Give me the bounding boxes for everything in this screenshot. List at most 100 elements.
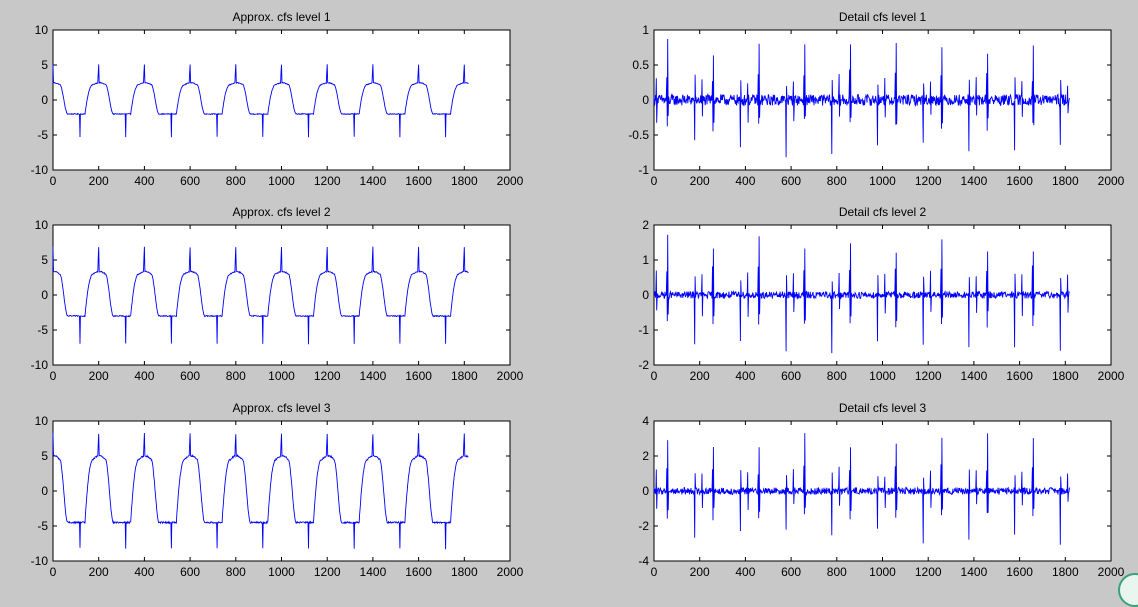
x-tick-label: 1000 xyxy=(869,174,896,188)
x-tick-label: 800 xyxy=(827,565,847,579)
series-line xyxy=(52,246,469,345)
x-tick-label: 400 xyxy=(134,369,154,383)
subplot-approx-level-1: Approx. cfs level 1 0 200 400 600 800 1000 1200… xyxy=(31,10,524,188)
subplot-title: Detail cfs level 3 xyxy=(839,401,927,415)
x-tick-label: 400 xyxy=(134,174,154,188)
x-tick-label: 600 xyxy=(781,174,801,188)
x-tick-label: 2000 xyxy=(1098,174,1125,188)
y-tick-label: -2 xyxy=(638,358,649,372)
x-tick-label: 800 xyxy=(827,174,847,188)
y-tick-label: -1 xyxy=(638,163,649,177)
x-tick-label: 1800 xyxy=(451,174,478,188)
series-line xyxy=(52,64,469,138)
x-tick-label: 1400 xyxy=(360,565,387,579)
x-tick-label: 1200 xyxy=(314,565,341,579)
x-tick-label: 400 xyxy=(134,565,154,579)
x-tick-label: 2000 xyxy=(497,369,524,383)
y-tick-label: 10 xyxy=(35,414,49,428)
x-tick-label: 2000 xyxy=(1098,369,1125,383)
y-tick-label: -10 xyxy=(31,163,49,177)
x-tick-label: 1000 xyxy=(268,174,295,188)
y-tick-label: -5 xyxy=(37,128,48,142)
subplot-approx-level-3: Approx. cfs level 3 0 200 400 600 800 1000 1200… xyxy=(31,401,524,579)
y-tick-label: -10 xyxy=(31,554,49,568)
x-tick-label: 1800 xyxy=(1052,565,1079,579)
plot-area xyxy=(52,224,511,366)
y-tick-label: 0 xyxy=(642,93,649,107)
x-tick-label: 800 xyxy=(226,174,246,188)
x-tick-label: 200 xyxy=(690,174,710,188)
x-tick-label: 400 xyxy=(735,369,755,383)
y-tick-label: 1 xyxy=(642,253,649,267)
x-tick-label: 1000 xyxy=(268,565,295,579)
subplot-detail-level-1: Detail cfs level 1 0 200 400 600 800 1000 1200 1… xyxy=(628,10,1124,188)
x-tick-label: 800 xyxy=(226,369,246,383)
x-tick-label: 1800 xyxy=(451,369,478,383)
subplot-title: Approx. cfs level 3 xyxy=(232,401,330,415)
x-tick-label: 1000 xyxy=(869,565,896,579)
subplot-title: Detail cfs level 1 xyxy=(839,10,927,24)
y-tick-label: 2 xyxy=(642,449,649,463)
x-tick-label: 1600 xyxy=(1006,174,1033,188)
x-tick-label: 600 xyxy=(180,369,200,383)
x-tick-label: 1600 xyxy=(1006,565,1033,579)
y-tick-label: -2 xyxy=(638,519,649,533)
x-tick-label: 800 xyxy=(226,565,246,579)
x-tick-label: 0 xyxy=(651,565,658,579)
y-tick-label: -5 xyxy=(37,519,48,533)
x-tick-label: 2000 xyxy=(1098,565,1125,579)
y-tick-label: 1 xyxy=(642,23,649,37)
y-tick-label: -5 xyxy=(37,323,48,337)
x-tick-label: 1000 xyxy=(869,369,896,383)
x-tick-label: 200 xyxy=(89,174,109,188)
subplot-detail-level-3: Detail cfs level 3 0 200 400 600 800 1000 1200 1… xyxy=(638,401,1124,579)
x-tick-label: 2000 xyxy=(497,174,524,188)
wavelet-coefficients-figure: Approx. cfs level 10 200 400 600 800 1000 1200… xyxy=(31,10,1125,579)
y-tick-label: 5 xyxy=(41,58,48,72)
x-tick-label: 200 xyxy=(690,369,710,383)
y-tick-label: 0 xyxy=(642,288,649,302)
x-tick-label: 1400 xyxy=(961,174,988,188)
x-tick-label: 400 xyxy=(735,174,755,188)
x-tick-label: 0 xyxy=(651,174,658,188)
y-tick-label: 10 xyxy=(35,23,49,37)
y-tick-label: 2 xyxy=(642,218,649,232)
x-tick-label: 1000 xyxy=(268,369,295,383)
y-tick-label: -10 xyxy=(31,358,49,372)
x-tick-label: 600 xyxy=(180,174,200,188)
y-tick-label: 0.5 xyxy=(632,58,649,72)
y-tick-label: -0.5 xyxy=(628,128,649,142)
x-tick-label: 200 xyxy=(89,369,109,383)
x-tick-label: 400 xyxy=(735,565,755,579)
y-tick-label: 0 xyxy=(41,93,48,107)
x-tick-label: 0 xyxy=(651,369,658,383)
y-tick-label: 0 xyxy=(642,484,649,498)
y-tick-label: -1 xyxy=(638,323,649,337)
x-tick-label: 1200 xyxy=(314,369,341,383)
x-tick-label: 1800 xyxy=(451,565,478,579)
x-tick-label: 1600 xyxy=(405,565,432,579)
corner-badge-icon xyxy=(1118,573,1138,607)
x-tick-label: 1800 xyxy=(1052,369,1079,383)
x-tick-label: 0 xyxy=(50,565,57,579)
x-tick-label: 1200 xyxy=(314,174,341,188)
x-tick-label: 600 xyxy=(781,369,801,383)
x-tick-label: 1600 xyxy=(1006,369,1033,383)
series-line xyxy=(653,38,1070,158)
y-tick-label: 5 xyxy=(41,253,48,267)
x-tick-label: 600 xyxy=(180,565,200,579)
x-tick-label: 1400 xyxy=(961,369,988,383)
y-tick-label: 10 xyxy=(35,218,49,232)
y-tick-label: 0 xyxy=(41,288,48,302)
x-tick-label: 1200 xyxy=(915,565,942,579)
x-tick-label: 800 xyxy=(827,369,847,383)
x-tick-label: 1200 xyxy=(915,369,942,383)
x-tick-label: 200 xyxy=(690,565,710,579)
x-tick-label: 600 xyxy=(781,565,801,579)
x-tick-label: 0 xyxy=(50,174,57,188)
x-tick-label: 1400 xyxy=(961,565,988,579)
subplot-title: Detail cfs level 2 xyxy=(839,205,927,219)
x-tick-label: 1400 xyxy=(360,369,387,383)
x-tick-label: 1400 xyxy=(360,174,387,188)
subplot-title: Approx. cfs level 2 xyxy=(232,205,330,219)
